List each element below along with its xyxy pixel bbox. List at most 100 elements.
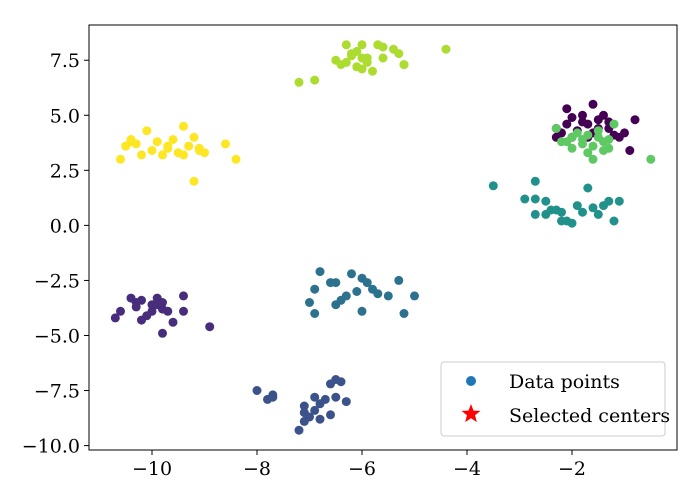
x-tick-label: −4 (453, 458, 481, 480)
data-point (179, 150, 188, 160)
data-point (126, 137, 136, 147)
data-point (184, 141, 194, 151)
data-point (378, 42, 388, 52)
data-point (362, 53, 372, 63)
data-point (530, 194, 540, 204)
data-point (368, 66, 377, 76)
data-point (578, 110, 587, 120)
legend-data-points-label: Data points (509, 371, 620, 393)
y-tick-label: 7.5 (50, 50, 80, 72)
data-point (578, 207, 587, 217)
data-point (326, 379, 335, 389)
data-point (320, 394, 330, 404)
data-point (593, 115, 603, 125)
data-point (609, 216, 619, 226)
legend-selected-centers-marker (461, 404, 481, 423)
data-point (310, 392, 320, 402)
data-point (189, 176, 199, 186)
y-tick-label: 5.0 (50, 105, 80, 127)
x-tick-label: −8 (243, 458, 271, 480)
axes-frame (88, 24, 678, 451)
data-point (557, 207, 566, 217)
data-point (625, 146, 635, 155)
y-axis: −10.0 −7.5 −5.0 −2.5 0.0 2.5 5.0 7.5 (22, 50, 89, 458)
data-point (609, 119, 619, 129)
y-tick-label: −2.5 (34, 270, 80, 292)
data-point (168, 317, 178, 327)
data-point (352, 287, 362, 296)
data-point (299, 401, 309, 411)
data-point (310, 405, 320, 415)
data-point (179, 291, 188, 301)
data-point (147, 146, 157, 155)
data-point (530, 176, 540, 186)
data-point (310, 309, 320, 318)
data-point (551, 124, 561, 133)
data-point (357, 64, 367, 74)
data-point (593, 209, 603, 219)
y-tick-label: 2.5 (50, 160, 80, 182)
data-point (137, 315, 146, 325)
data-point (163, 306, 173, 316)
data-point (567, 132, 577, 142)
data-point (268, 390, 278, 400)
x-tick-label: −10 (132, 458, 172, 480)
data-point (315, 414, 325, 424)
data-point (520, 194, 530, 204)
data-point (331, 392, 341, 402)
data-point (189, 132, 199, 142)
legend-box (440, 361, 666, 437)
data-point (347, 269, 356, 279)
legend: Data points Selected centers (440, 361, 670, 437)
data-point (394, 49, 404, 59)
data-point (147, 306, 157, 316)
data-point (378, 53, 388, 63)
data-point (158, 298, 167, 307)
data-point (205, 322, 215, 332)
data-point (593, 126, 603, 136)
data-point (168, 135, 178, 144)
data-point (578, 135, 587, 144)
data-point (583, 148, 593, 158)
data-point (137, 150, 146, 160)
data-point (341, 40, 351, 50)
data-point (194, 146, 204, 155)
data-point (441, 44, 451, 54)
y-tick-label: −10.0 (22, 436, 80, 458)
data-point (152, 137, 162, 147)
data-point (541, 196, 551, 206)
data-point (383, 291, 393, 301)
data-point (347, 51, 356, 61)
data-points-layer (110, 40, 656, 435)
data-point (116, 306, 125, 316)
data-point (562, 104, 572, 114)
data-point (604, 196, 614, 206)
data-point (614, 132, 624, 142)
data-point (488, 181, 498, 191)
data-point (294, 77, 304, 87)
data-point (588, 154, 598, 164)
y-tick-label: −7.5 (34, 381, 80, 403)
data-point (562, 119, 572, 129)
data-point (341, 397, 351, 407)
y-tick-label: 0.0 (50, 215, 80, 237)
data-point (357, 273, 367, 283)
data-point (110, 313, 120, 323)
data-point (567, 143, 577, 153)
data-point (179, 121, 188, 131)
data-point (530, 209, 540, 219)
data-point (315, 267, 325, 277)
x-tick-label: −2 (558, 458, 586, 480)
data-point (394, 275, 404, 285)
data-point (310, 75, 320, 85)
data-point (588, 141, 598, 151)
data-point (630, 115, 640, 125)
x-tick-label: −6 (348, 458, 376, 480)
data-point (572, 201, 582, 211)
data-point (341, 291, 351, 301)
data-point (399, 60, 409, 70)
data-point (357, 306, 367, 316)
data-point (604, 143, 614, 153)
data-point (252, 386, 262, 395)
